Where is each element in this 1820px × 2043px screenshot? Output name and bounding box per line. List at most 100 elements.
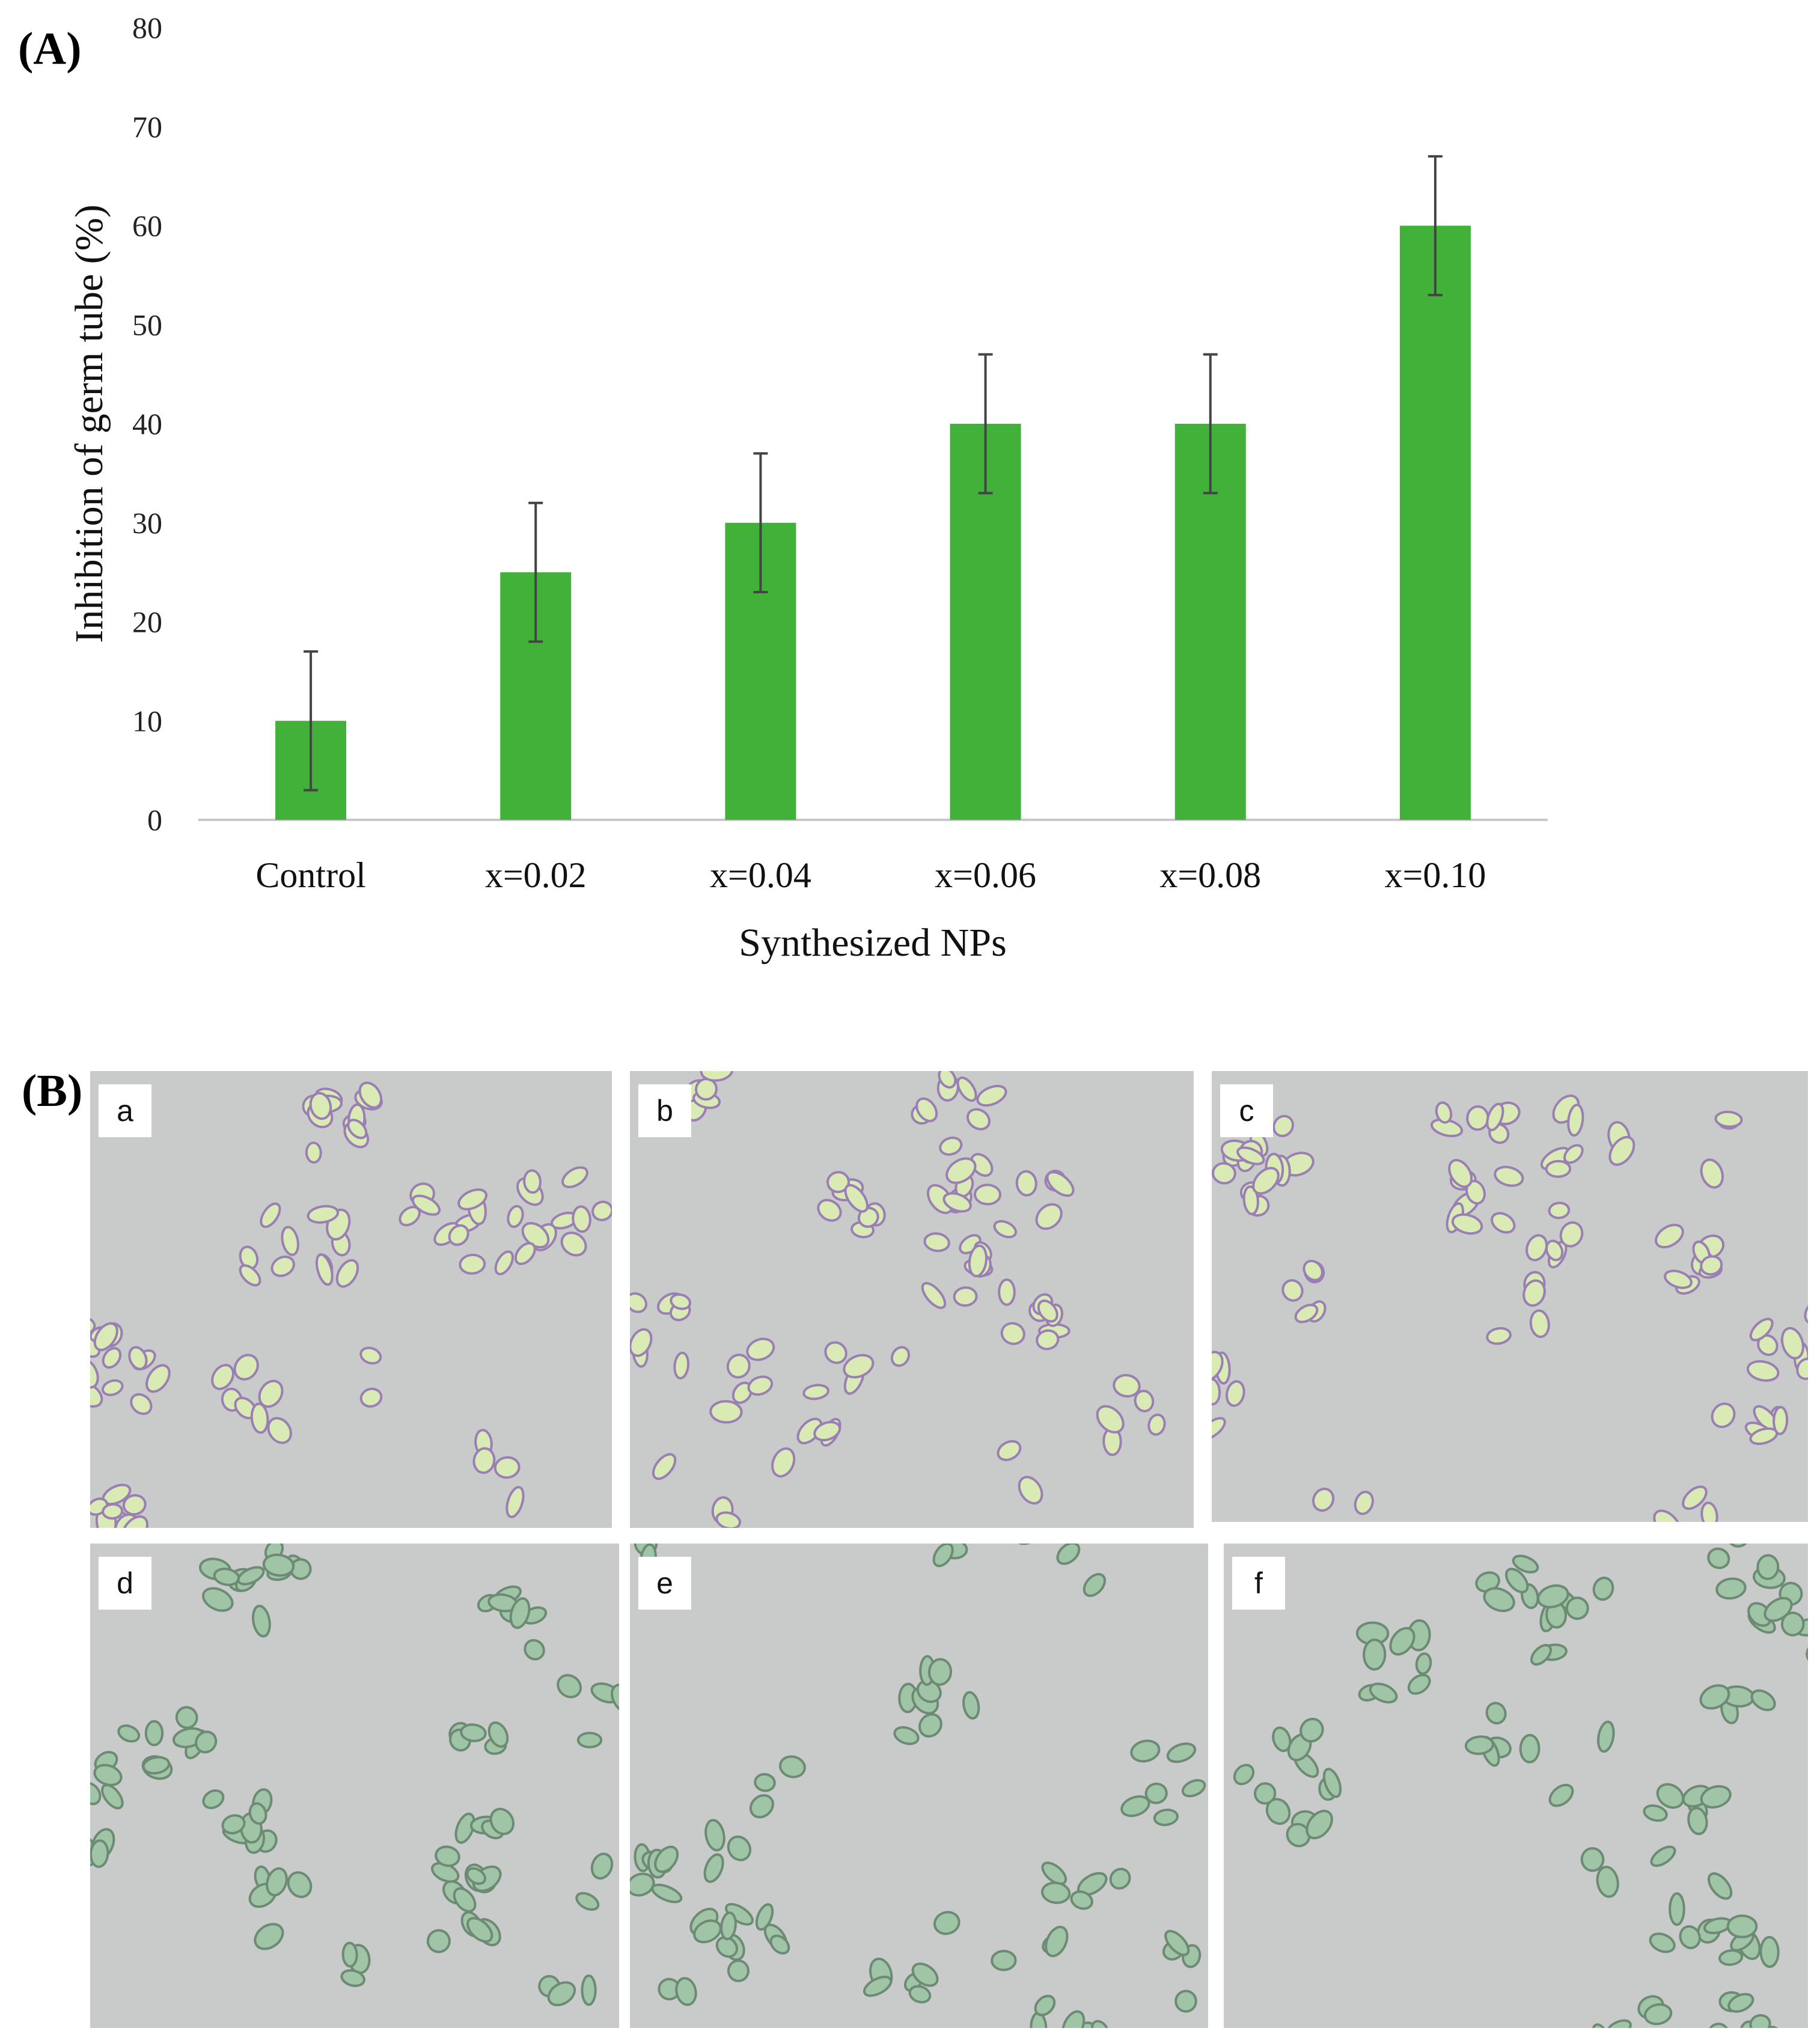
yeast-cell: [122, 1494, 147, 1516]
yeast-cell: [727, 1959, 750, 1982]
yeast-cell: [426, 1929, 451, 1953]
yeast-cell: [175, 1706, 198, 1729]
yeast-cell: [1448, 1159, 1473, 1188]
yeast-cell: [1548, 1202, 1571, 1220]
yeast-cell: [939, 1136, 963, 1156]
yeast-cell: [1739, 2020, 1762, 2028]
yeast-cell: [335, 1259, 359, 1288]
yeast-cell: [1464, 1735, 1494, 1755]
cells-layer: [1212, 1095, 1808, 1522]
yeast-cell: [844, 1183, 869, 1213]
yeast-cell: [195, 1730, 218, 1754]
yeast-cell: [1035, 1203, 1063, 1230]
yeast-cell: [514, 1242, 536, 1265]
yeast-cell: [749, 1794, 774, 1819]
yeast-cell: [991, 1949, 1017, 1971]
yeast-cell: [1700, 1785, 1732, 1809]
yeast-cell: [1181, 1779, 1206, 1798]
yeast-cell: [1096, 1405, 1125, 1434]
micrograph-label-b: b: [638, 1084, 691, 1137]
micrograph-e: e: [630, 1544, 1208, 2028]
x-axis-categories: Control x=0.02 x=0.04 x=0.06 x=0.08 x=0.10: [255, 855, 1486, 895]
yeast-cell: [454, 1812, 475, 1844]
yeast-cell: [237, 1566, 265, 1586]
micrograph-label-a: a: [99, 1084, 151, 1137]
yeast-cell: [1040, 1881, 1071, 1904]
yeast-cell: [493, 1456, 521, 1479]
yeast-cell: [1643, 1804, 1668, 1822]
cells-layer: [90, 1081, 612, 1528]
yeast-cell: [494, 1250, 514, 1275]
yeast-cell: [1483, 1587, 1515, 1613]
yeast-cell: [1272, 1726, 1292, 1752]
category-label: x=0.04: [710, 855, 811, 895]
yeast-cell: [453, 1887, 477, 1913]
yeast-cell: [248, 1802, 267, 1825]
yeast-cell: [1580, 1847, 1605, 1872]
yeast-cell: [1491, 1212, 1516, 1234]
yeast-cell: [1286, 1822, 1311, 1848]
yeast-cell: [1407, 1673, 1431, 1695]
yeast-cell: [817, 1199, 842, 1222]
yeast-cell: [1746, 1360, 1780, 1382]
yeast-cell: [1707, 1872, 1733, 1900]
yeast-cell: [720, 1911, 737, 1941]
yeast-cell: [90, 1315, 96, 1336]
yeast-cell: [1525, 1234, 1548, 1262]
yeast-cell: [1756, 1554, 1780, 1580]
yeast-cell: [893, 1726, 920, 1745]
yeast-cell: [700, 1071, 734, 1082]
yeast-cell: [754, 1773, 776, 1792]
yeast-cell: [1592, 2023, 1611, 2028]
yeast-cell: [651, 1883, 683, 1904]
yeast-cell: [142, 1756, 171, 1775]
yeast-cell: [1083, 1573, 1107, 1597]
yeast-cell: [1369, 1682, 1398, 1704]
yeast-cell: [359, 1346, 382, 1365]
yeast-cell: [307, 1205, 340, 1224]
yeast-cell: [1415, 1652, 1432, 1675]
category-label: x=0.02: [485, 855, 587, 895]
yeast-cell: [1530, 1644, 1552, 1666]
yeast-cell: [101, 1783, 124, 1810]
yeast-cell: [202, 1587, 234, 1612]
yeast-cell: [287, 1871, 313, 1898]
yeast-cell: [1312, 1488, 1335, 1512]
yeast-cell: [1046, 1171, 1075, 1197]
yeast-cell: [435, 1845, 460, 1867]
yeast-cell: [945, 1157, 977, 1184]
yeast-cell: [911, 1962, 939, 1987]
yeast-cell: [1718, 1949, 1744, 1966]
y-axis-ticks: 0 10 20 30 40 50 60 70 80: [132, 11, 162, 837]
error-bar: [304, 650, 319, 792]
yeast-cell: [523, 1169, 542, 1194]
yeast-cell: [251, 1604, 271, 1638]
yeast-cell: [1486, 1327, 1512, 1345]
yeast-cell: [1711, 1402, 1736, 1429]
yeast-cell: [1486, 1102, 1504, 1132]
yeast-cell: [1773, 1406, 1789, 1435]
yeast-cell: [1212, 1351, 1224, 1382]
yeast-cell: [654, 1845, 679, 1874]
yeast-cell: [130, 1393, 153, 1415]
yeast-cell: [630, 1292, 648, 1313]
yeast-cell: [561, 1166, 588, 1188]
yeast-cell: [448, 1224, 469, 1246]
yeast-cell: [239, 1264, 261, 1287]
yeast-cell: [1650, 1845, 1676, 1867]
category-label: x=0.08: [1159, 855, 1261, 895]
yeast-cell: [1034, 1994, 1056, 2017]
micrograph-label-c: c: [1220, 1084, 1273, 1137]
yeast-cell: [341, 1941, 358, 1968]
micrograph-label-d: d: [99, 1557, 151, 1610]
yeast-cell: [90, 1782, 102, 1806]
yeast-cell: [813, 1420, 841, 1442]
yeast-cell: [358, 1081, 383, 1109]
yeast-cell: [1669, 1892, 1685, 1926]
yeast-cell: [1015, 1170, 1037, 1197]
yeast-cell: [1130, 1739, 1161, 1763]
yeast-cell: [1485, 1702, 1507, 1724]
yeast-cell: [1559, 1221, 1584, 1248]
yeast-cell: [1684, 1544, 1719, 1545]
bars: [275, 225, 1471, 820]
